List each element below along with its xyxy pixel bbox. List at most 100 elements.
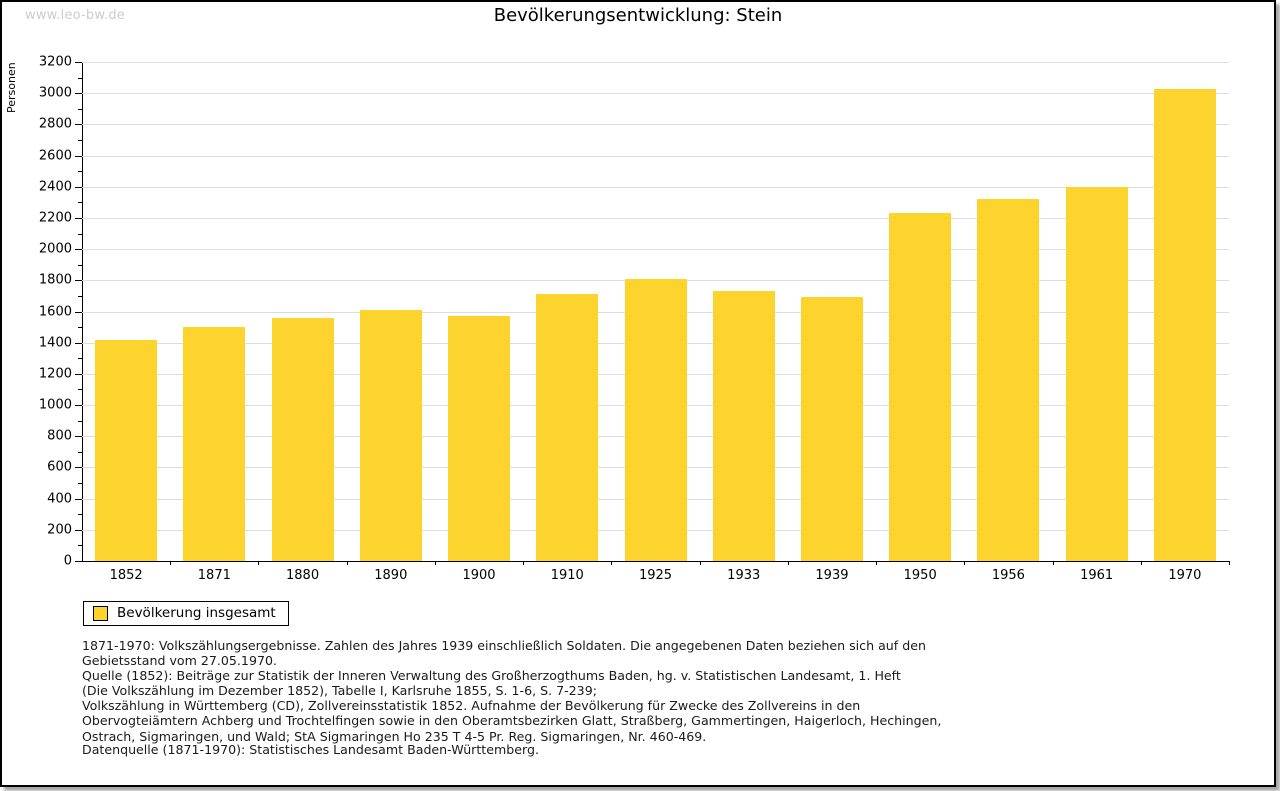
y-major-tick-1600 <box>75 311 82 313</box>
y-major-tick-600 <box>75 467 82 469</box>
y-major-tick-400 <box>75 498 82 500</box>
y-tick-label-1400: 1400 <box>38 335 72 351</box>
y-tick-label-2600: 2600 <box>38 148 72 164</box>
y-tick-label-2800: 2800 <box>38 116 72 132</box>
y-minor-tick-3100 <box>78 77 82 79</box>
x-boundary-tick-7 <box>699 561 701 565</box>
y-major-tick-2200 <box>75 217 82 219</box>
y-minor-tick-2300 <box>78 202 82 204</box>
x-tick-label-1880: 1880 <box>286 568 320 583</box>
gridline-2400 <box>82 186 1229 188</box>
footnote-line-6: Obervogteiämtern Achberg und Trochtelfin… <box>82 713 942 729</box>
x-tick-label-1852: 1852 <box>109 568 143 583</box>
y-minor-tick-2100 <box>78 233 82 235</box>
x-tick-label-1956: 1956 <box>991 568 1025 583</box>
y-major-tick-3200 <box>75 62 82 63</box>
y-minor-tick-300 <box>78 514 82 516</box>
bar-1925 <box>624 278 687 561</box>
y-minor-tick-100 <box>78 545 82 547</box>
x-boundary-tick-12 <box>1140 561 1142 565</box>
x-tick-label-1939: 1939 <box>815 568 849 583</box>
x-tick-label-1910: 1910 <box>550 568 584 583</box>
plot-area: 0 200 400 600 800 1000 1200 1400 1600 1800 2000 220… <box>39 55 1230 583</box>
x-boundary-tick-6 <box>611 561 613 565</box>
gridline-2800 <box>82 124 1229 126</box>
gridline-2200 <box>82 217 1229 219</box>
y-tick-label-0: 0 <box>63 553 72 569</box>
y-minor-tick-2500 <box>78 171 82 173</box>
bar-1970 <box>1153 88 1216 561</box>
gridline-3000 <box>82 93 1229 95</box>
y-minor-tick-1100 <box>78 389 82 391</box>
bar-1900 <box>448 316 511 561</box>
y-tick-label-800: 800 <box>47 428 72 444</box>
bar-1871 <box>183 327 246 561</box>
y-major-tick-1400 <box>75 342 82 344</box>
footnote-line-7: Ostrach, Sigmaringen, und Wald; StA Sigm… <box>82 728 707 744</box>
y-minor-tick-1300 <box>78 358 82 360</box>
y-minor-tick-1500 <box>78 327 82 329</box>
y-minor-tick-500 <box>78 483 82 485</box>
footnote-line-3: Quelle (1852): Beiträge zur Statistik de… <box>82 668 901 684</box>
y-tick-label-200: 200 <box>47 522 72 538</box>
y-tick-label-400: 400 <box>47 491 72 507</box>
x-axis-line <box>82 561 1229 562</box>
y-tick-label-1800: 1800 <box>38 272 72 288</box>
y-minor-tick-900 <box>78 420 82 422</box>
y-major-tick-1200 <box>75 373 82 375</box>
y-minor-tick-1700 <box>78 295 82 297</box>
datasource-line: Datenquelle (1871-1970): Statistisches L… <box>82 742 539 757</box>
x-boundary-tick-1 <box>170 561 172 565</box>
footnote-line-4: (Die Volkszählung im Dezember 1852), Tab… <box>82 683 597 699</box>
y-tick-label-600: 600 <box>47 459 72 475</box>
bar-1890 <box>359 309 422 561</box>
y-minor-tick-700 <box>78 451 82 453</box>
bar-1956 <box>977 199 1040 561</box>
bar-1910 <box>536 294 599 561</box>
x-boundary-tick-5 <box>523 561 525 565</box>
footnotes-block: 1871-1970: Volkszählungsergebnisse. Zahl… <box>82 638 1222 744</box>
y-major-tick-0 <box>75 561 82 562</box>
x-boundary-tick-9 <box>876 561 878 565</box>
x-boundary-tick-11 <box>1052 561 1054 565</box>
footnote-line-2: Gebietsstand vom 27.05.1970. <box>82 653 277 669</box>
x-boundary-tick-3 <box>346 561 348 565</box>
x-boundary-tick-4 <box>434 561 436 565</box>
x-tick-label-1961: 1961 <box>1080 568 1114 583</box>
y-tick-label-1200: 1200 <box>38 366 72 382</box>
x-tick-label-1933: 1933 <box>727 568 761 583</box>
watermark-leo-bw: www.leo-bw.de <box>25 8 126 23</box>
y-tick-label-3200: 3200 <box>38 54 72 70</box>
x-tick-label-1950: 1950 <box>903 568 937 583</box>
bar-1939 <box>800 297 863 561</box>
footnote-line-1: 1871-1970: Volkszählungsergebnisse. Zahl… <box>82 638 926 653</box>
y-major-tick-2000 <box>75 249 82 251</box>
x-boundary-tick-10 <box>964 561 966 565</box>
legend-label: Bevölkerung insgesamt <box>117 605 276 621</box>
y-minor-tick-2900 <box>78 108 82 110</box>
gridline-2600 <box>82 155 1229 157</box>
x-tick-label-1925: 1925 <box>638 568 673 583</box>
footnote-line-5: Volkszählung in Württemberg (CD), Zollve… <box>82 698 861 714</box>
bar-1852 <box>95 339 158 561</box>
y-tick-label-2000: 2000 <box>38 241 72 257</box>
bar-1950 <box>889 213 952 561</box>
y-major-tick-1800 <box>75 280 82 282</box>
x-boundary-tick-8 <box>787 561 789 565</box>
y-minor-tick-1900 <box>78 264 82 266</box>
legend-swatch-icon <box>93 605 108 621</box>
y-major-tick-2800 <box>75 124 82 126</box>
y-major-tick-3000 <box>75 93 82 95</box>
y-tick-label-2400: 2400 <box>38 179 72 195</box>
bar-1933 <box>712 291 775 561</box>
chart-title: Bevölkerungsentwicklung: Stein <box>493 5 783 26</box>
x-boundary-tick-2 <box>258 561 260 565</box>
y-tick-label-1000: 1000 <box>38 397 72 413</box>
bar-1880 <box>271 317 334 561</box>
x-tick-label-1970: 1970 <box>1168 568 1202 583</box>
x-tick-label-1890: 1890 <box>374 568 408 583</box>
bar-1961 <box>1065 186 1128 561</box>
y-major-tick-800 <box>75 436 82 438</box>
y-tick-label-2200: 2200 <box>38 210 72 226</box>
